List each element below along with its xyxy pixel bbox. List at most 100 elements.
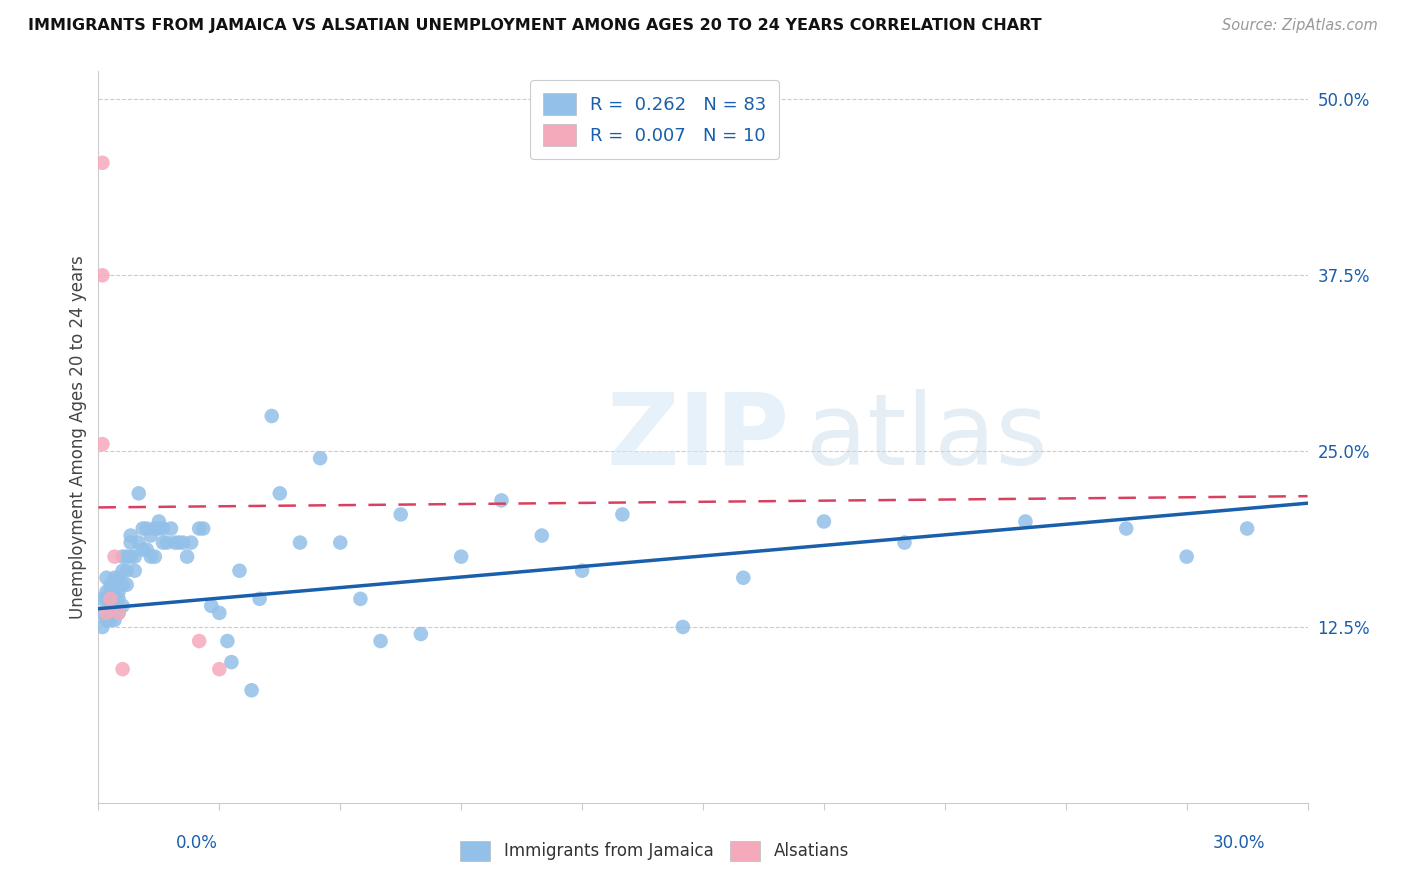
Point bbox=[111, 549, 134, 564]
Point bbox=[91, 620, 114, 634]
Text: Source: ZipAtlas.com: Source: ZipAtlas.com bbox=[1222, 18, 1378, 33]
Point bbox=[309, 451, 332, 466]
Point bbox=[115, 578, 138, 592]
Point bbox=[370, 634, 392, 648]
Point bbox=[135, 542, 157, 557]
Point bbox=[1014, 515, 1036, 529]
Point bbox=[530, 528, 553, 542]
Text: ZIP: ZIP bbox=[606, 389, 789, 485]
Point bbox=[228, 564, 250, 578]
Point bbox=[103, 571, 125, 585]
Point bbox=[409, 627, 432, 641]
Point bbox=[143, 521, 166, 535]
Point bbox=[120, 528, 142, 542]
Point bbox=[91, 156, 114, 170]
Point bbox=[160, 521, 183, 535]
Point bbox=[132, 542, 155, 557]
Point bbox=[1115, 521, 1137, 535]
Point bbox=[100, 591, 122, 606]
Point bbox=[91, 437, 114, 451]
Text: IMMIGRANTS FROM JAMAICA VS ALSATIAN UNEMPLOYMENT AMONG AGES 20 TO 24 YEARS CORRE: IMMIGRANTS FROM JAMAICA VS ALSATIAN UNEM… bbox=[28, 18, 1042, 33]
Point bbox=[100, 599, 122, 613]
Point bbox=[221, 655, 243, 669]
Point bbox=[612, 508, 634, 522]
Point bbox=[120, 535, 142, 549]
Point bbox=[107, 606, 129, 620]
Point bbox=[208, 606, 231, 620]
Point bbox=[128, 535, 150, 549]
Point bbox=[124, 564, 146, 578]
Point bbox=[893, 535, 915, 549]
Point bbox=[100, 584, 122, 599]
Point bbox=[188, 634, 211, 648]
Point bbox=[111, 578, 134, 592]
Point bbox=[96, 591, 118, 606]
Point bbox=[208, 662, 231, 676]
Point bbox=[107, 591, 129, 606]
Point bbox=[672, 620, 695, 634]
Point bbox=[115, 549, 138, 564]
Point bbox=[96, 606, 118, 620]
Point bbox=[111, 599, 134, 613]
Point bbox=[249, 591, 271, 606]
Point bbox=[156, 535, 179, 549]
Point bbox=[260, 409, 283, 423]
Point bbox=[135, 521, 157, 535]
Text: 30.0%: 30.0% bbox=[1213, 834, 1265, 852]
Point bbox=[733, 571, 755, 585]
Point bbox=[1236, 521, 1258, 535]
Point bbox=[103, 591, 125, 606]
Point bbox=[349, 591, 371, 606]
Point bbox=[96, 571, 118, 585]
Point bbox=[96, 584, 118, 599]
Point bbox=[163, 535, 186, 549]
Point bbox=[389, 508, 412, 522]
Point bbox=[491, 493, 513, 508]
Point bbox=[103, 578, 125, 592]
Point bbox=[91, 606, 114, 620]
Point bbox=[103, 613, 125, 627]
Text: 0.0%: 0.0% bbox=[176, 834, 218, 852]
Point bbox=[152, 521, 174, 535]
Point bbox=[813, 515, 835, 529]
Point bbox=[329, 535, 352, 549]
Point bbox=[269, 486, 291, 500]
Point bbox=[143, 549, 166, 564]
Point bbox=[111, 662, 134, 676]
Point bbox=[124, 549, 146, 564]
Point bbox=[188, 521, 211, 535]
Point bbox=[1175, 549, 1198, 564]
Point bbox=[91, 268, 114, 283]
Text: atlas: atlas bbox=[806, 389, 1047, 485]
Point bbox=[193, 521, 215, 535]
Point bbox=[180, 535, 202, 549]
Point bbox=[217, 634, 239, 648]
Point bbox=[240, 683, 263, 698]
Point bbox=[132, 521, 155, 535]
Point bbox=[176, 549, 198, 564]
Point bbox=[103, 549, 125, 564]
Legend: Immigrants from Jamaica, Alsatians: Immigrants from Jamaica, Alsatians bbox=[454, 834, 855, 868]
Point bbox=[100, 578, 122, 592]
Point bbox=[120, 549, 142, 564]
Point bbox=[450, 549, 472, 564]
Point bbox=[288, 535, 311, 549]
Y-axis label: Unemployment Among Ages 20 to 24 years: Unemployment Among Ages 20 to 24 years bbox=[69, 255, 87, 619]
Point bbox=[139, 549, 162, 564]
Point bbox=[100, 613, 122, 627]
Point bbox=[148, 515, 170, 529]
Point bbox=[111, 564, 134, 578]
Point bbox=[91, 591, 114, 606]
Point bbox=[107, 571, 129, 585]
Point bbox=[167, 535, 190, 549]
Point bbox=[107, 584, 129, 599]
Point bbox=[200, 599, 222, 613]
Point bbox=[152, 535, 174, 549]
Point bbox=[571, 564, 593, 578]
Point bbox=[148, 521, 170, 535]
Point bbox=[128, 486, 150, 500]
Point bbox=[115, 564, 138, 578]
Point bbox=[107, 606, 129, 620]
Point bbox=[139, 528, 162, 542]
Point bbox=[96, 613, 118, 627]
